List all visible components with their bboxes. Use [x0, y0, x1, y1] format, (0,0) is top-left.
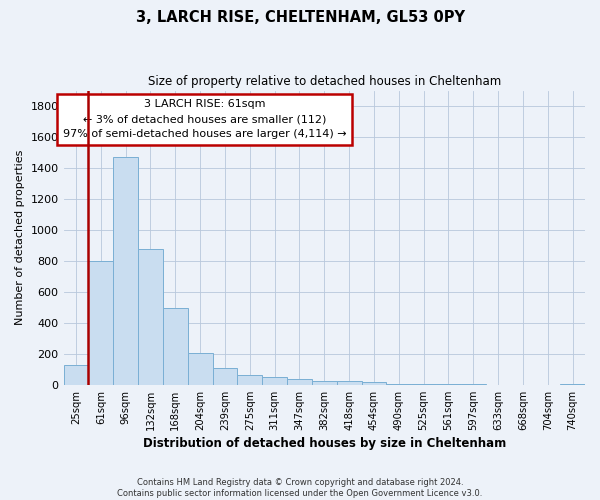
Bar [411, 384, 436, 385]
Bar [138, 248, 163, 385]
X-axis label: Distribution of detached houses by size in Cheltenham: Distribution of detached houses by size … [143, 437, 506, 450]
Bar [88, 261, 113, 385]
Bar [113, 157, 138, 385]
Text: Contains HM Land Registry data © Crown copyright and database right 2024.
Contai: Contains HM Land Registry data © Crown c… [118, 478, 482, 498]
Bar [362, 382, 386, 385]
Title: Size of property relative to detached houses in Cheltenham: Size of property relative to detached ho… [148, 75, 501, 88]
Bar [64, 364, 88, 385]
Bar [287, 380, 312, 385]
Text: 3, LARCH RISE, CHELTENHAM, GL53 0PY: 3, LARCH RISE, CHELTENHAM, GL53 0PY [136, 10, 464, 25]
Y-axis label: Number of detached properties: Number of detached properties [15, 150, 25, 326]
Bar [262, 377, 287, 385]
Bar [560, 384, 585, 385]
Bar [238, 375, 262, 385]
Bar [337, 382, 362, 385]
Bar [163, 308, 188, 385]
Bar [386, 384, 411, 385]
Bar [212, 368, 238, 385]
Text: 3 LARCH RISE: 61sqm
← 3% of detached houses are smaller (112)
97% of semi-detach: 3 LARCH RISE: 61sqm ← 3% of detached hou… [62, 100, 346, 139]
Bar [188, 353, 212, 385]
Bar [312, 381, 337, 385]
